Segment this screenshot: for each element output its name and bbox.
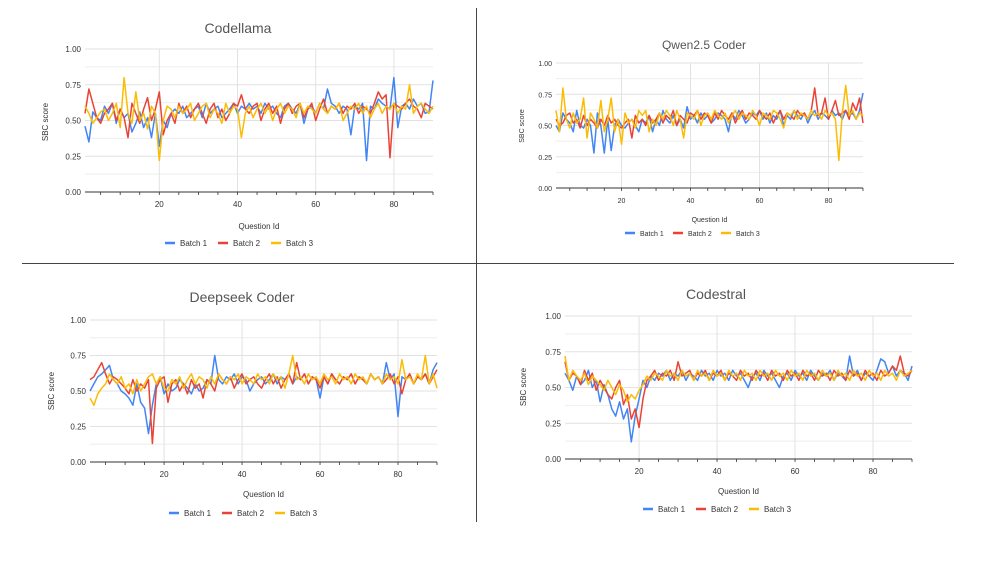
legend-label-batch-2: Batch 2 [237, 509, 265, 518]
x-tick-label: 40 [713, 467, 722, 476]
x-tick-label: 40 [687, 198, 695, 205]
y-tick-label: 0.50 [70, 387, 86, 396]
x-tick-label: 20 [160, 470, 169, 479]
x-tick-label: 20 [635, 467, 644, 476]
x-tick-label: 80 [869, 467, 878, 476]
y-axis-label: SBC score [519, 367, 528, 406]
y-tick-label: 0.25 [538, 155, 552, 162]
x-tick-label: 40 [233, 200, 242, 209]
series-line-batch-3 [89, 354, 438, 406]
legend-label-batch-1: Batch 1 [180, 239, 208, 248]
series-line-batch-3 [555, 84, 864, 162]
y-tick-label: 1.00 [538, 61, 552, 68]
x-tick-label: 20 [155, 200, 164, 209]
y-tick-label: 0.25 [70, 423, 86, 432]
x-tick-label: 80 [394, 470, 403, 479]
x-axis-label: Question Id [243, 490, 284, 499]
x-tick-label: 60 [311, 200, 320, 209]
legend-label-batch-2: Batch 2 [233, 239, 261, 248]
x-tick-label: 80 [389, 200, 398, 209]
x-axis-label: Question Id [692, 217, 728, 224]
x-tick-label: 60 [316, 470, 325, 479]
deepseek-coder-chart: Deepseek Coder 0.00 0.25 0.50 0.75 1.00 20 40 60… [47, 289, 438, 518]
series-line-batch-3 [84, 76, 434, 162]
legend-label-batch-2: Batch 2 [688, 231, 712, 238]
legend-label-batch-1: Batch 1 [184, 509, 212, 518]
x-axis-label: Question Id [718, 487, 759, 496]
y-tick-label: 0.75 [65, 81, 81, 90]
y-tick-label: 0.00 [65, 188, 81, 197]
series-line-batch-1 [84, 76, 434, 162]
legend-label-batch-1: Batch 1 [658, 505, 686, 514]
series-line-batch-1 [89, 354, 438, 435]
vertical-divider [476, 8, 477, 522]
legend-label-batch-3: Batch 3 [286, 239, 314, 248]
y-axis-label: SBC score [519, 109, 526, 143]
y-tick-label: 0.50 [65, 117, 81, 126]
y-tick-label: 0.75 [545, 348, 561, 357]
legend-label-batch-3: Batch 3 [290, 509, 318, 518]
series-line-batch-2 [555, 87, 864, 139]
y-tick-label: 1.00 [65, 45, 81, 54]
series-line-batch-2 [84, 88, 434, 159]
series-line-batch-3 [564, 355, 913, 403]
y-tick-label: 1.00 [545, 312, 561, 321]
y-tick-label: 0.50 [545, 384, 561, 393]
x-tick-label: 60 [791, 467, 800, 476]
legend-label-batch-2: Batch 2 [711, 505, 739, 514]
horizontal-divider [22, 263, 954, 264]
codellama-chart: Codellama 0.00 0.25 0.50 0.75 1.00 20 40 60 80 Que… [41, 20, 434, 248]
y-tick-label: 0.25 [65, 152, 81, 161]
x-tick-label: 40 [238, 470, 247, 479]
y-tick-label: 0.50 [538, 124, 552, 131]
chart-title: Codellama [205, 20, 272, 36]
chart-title: Deepseek Coder [189, 289, 294, 305]
x-tick-label: 60 [756, 198, 764, 205]
legend-label-batch-3: Batch 3 [764, 505, 792, 514]
y-tick-label: 0.25 [545, 419, 561, 428]
legend-label-batch-3: Batch 3 [736, 231, 760, 238]
y-tick-label: 0.75 [538, 92, 552, 99]
y-tick-label: 1.00 [70, 316, 86, 325]
series-line-batch-1 [564, 355, 913, 443]
y-tick-label: 0.75 [70, 352, 86, 361]
legend-label-batch-1: Batch 1 [640, 231, 664, 238]
y-tick-label: 0.00 [545, 455, 561, 464]
y-axis-label: SBC score [41, 102, 50, 141]
qwen-coder-chart: Qwen2.5 Coder 0.00 0.25 0.50 0.75 1.00 20 40 60 8… [519, 38, 864, 238]
x-tick-label: 80 [825, 198, 833, 205]
codestral-chart: Codestral 0.00 0.25 0.50 0.75 1.00 20 40 60 80 Que… [519, 286, 913, 514]
y-axis-label: SBC score [47, 371, 56, 410]
x-axis-label: Question Id [239, 222, 280, 231]
chart-title: Qwen2.5 Coder [662, 38, 746, 52]
y-tick-label: 0.00 [70, 458, 86, 467]
chart-title: Codestral [686, 286, 746, 302]
x-tick-label: 20 [618, 198, 626, 205]
y-tick-label: 0.00 [538, 186, 552, 193]
